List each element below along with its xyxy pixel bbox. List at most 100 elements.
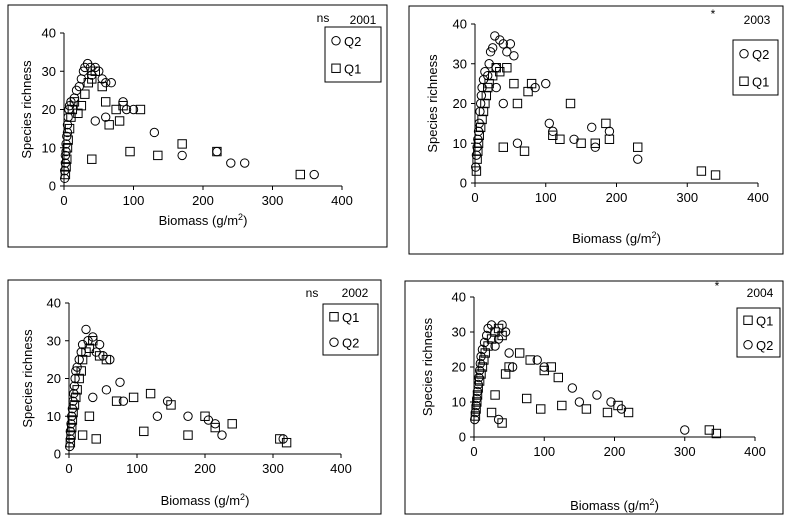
y-tick-label: 10 bbox=[42, 140, 56, 155]
series-q2 bbox=[470, 320, 690, 435]
data-point-q2 bbox=[128, 104, 139, 115]
data-point-q1 bbox=[483, 341, 493, 351]
data-point-q1 bbox=[525, 355, 535, 365]
data-point-q1 bbox=[509, 78, 519, 89]
data-point-q2 bbox=[278, 434, 288, 444]
data-point-q2 bbox=[177, 150, 187, 161]
y-tick-label: 20 bbox=[452, 360, 466, 375]
data-point-q2 bbox=[472, 386, 483, 397]
data-point-q2 bbox=[498, 39, 508, 49]
x-axis-title: Biomass (g/m2) bbox=[572, 230, 661, 246]
data-point-q1 bbox=[710, 170, 721, 180]
legend: Q2 Q1 bbox=[324, 26, 382, 83]
data-point-q2 bbox=[606, 397, 616, 407]
data-point-q2 bbox=[505, 39, 516, 49]
x-tick-label: 200 bbox=[192, 193, 214, 208]
data-point-q1 bbox=[539, 365, 549, 376]
legend-marker bbox=[739, 76, 749, 86]
data-point-q1 bbox=[555, 134, 565, 144]
data-point-q2 bbox=[101, 385, 112, 395]
data-point-q2 bbox=[149, 127, 160, 138]
data-point-q1 bbox=[227, 419, 237, 429]
data-point-q2 bbox=[507, 362, 518, 372]
data-point-q2 bbox=[512, 138, 523, 148]
data-point-q1 bbox=[497, 418, 507, 428]
legend-marker bbox=[331, 36, 341, 46]
x-tick-label: 200 bbox=[606, 190, 628, 205]
data-point-q2 bbox=[240, 158, 250, 168]
data-point-q1 bbox=[118, 100, 128, 111]
data-point-q1 bbox=[183, 430, 193, 440]
data-point-q1 bbox=[590, 138, 600, 148]
legend-marker bbox=[743, 340, 753, 350]
data-point-q2 bbox=[474, 365, 485, 376]
data-point-q2 bbox=[470, 407, 481, 418]
data-point-q1 bbox=[602, 407, 613, 418]
data-point-q2 bbox=[226, 158, 236, 168]
data-point-q1 bbox=[295, 169, 306, 180]
data-point-q1 bbox=[87, 74, 97, 84]
data-point-q2 bbox=[475, 358, 486, 369]
x-tick-label: 100 bbox=[126, 461, 148, 476]
data-point-q2 bbox=[477, 344, 488, 355]
y-tick-label: 10 bbox=[452, 395, 466, 410]
data-point-q2 bbox=[90, 116, 100, 126]
data-point-q2 bbox=[604, 126, 615, 137]
data-point-q1 bbox=[91, 434, 101, 444]
y-tick-label: 40 bbox=[452, 290, 466, 305]
x-axis-title: Biomass (g/m2) bbox=[570, 497, 659, 513]
data-point-q1 bbox=[581, 404, 592, 414]
data-point-q1 bbox=[114, 116, 125, 126]
significance-label: * bbox=[711, 7, 716, 21]
data-point-q1 bbox=[546, 362, 556, 372]
data-point-q1 bbox=[84, 411, 95, 421]
data-point-q1 bbox=[80, 89, 90, 99]
data-point-q2 bbox=[66, 419, 76, 429]
data-point-q2 bbox=[633, 154, 643, 164]
data-point-q1 bbox=[470, 411, 481, 421]
legend-entry: Q1 bbox=[344, 61, 361, 76]
data-point-q2 bbox=[476, 90, 487, 101]
legend: Q2 Q1 bbox=[732, 39, 779, 96]
data-point-q2 bbox=[481, 330, 492, 341]
data-point-q2 bbox=[76, 347, 86, 357]
x-axis-title: Biomass (g/m2) bbox=[161, 492, 250, 508]
data-point-q1 bbox=[128, 392, 139, 403]
y-tick-label: 30 bbox=[452, 325, 466, 340]
data-point-q1 bbox=[704, 425, 715, 435]
data-point-q1 bbox=[512, 98, 523, 109]
data-point-q2 bbox=[118, 396, 129, 406]
data-point-q2 bbox=[88, 332, 98, 342]
data-point-q1 bbox=[135, 104, 146, 115]
data-point-q2 bbox=[106, 78, 116, 88]
data-point-q1 bbox=[471, 166, 482, 176]
x-tick-label: 0 bbox=[65, 461, 72, 476]
legend-box bbox=[732, 39, 779, 96]
data-point-q2 bbox=[487, 43, 498, 53]
data-point-q1 bbox=[87, 154, 97, 164]
series-q1 bbox=[60, 66, 306, 180]
x-tick-label: 300 bbox=[674, 444, 696, 459]
data-point-q1 bbox=[65, 437, 76, 448]
data-point-q1 bbox=[504, 362, 514, 372]
data-point-q1 bbox=[67, 415, 78, 425]
data-point-q2 bbox=[88, 392, 98, 403]
data-point-q2 bbox=[65, 426, 76, 437]
significance-label: ns bbox=[306, 286, 319, 300]
data-point-q1 bbox=[473, 383, 483, 393]
data-point-q1 bbox=[76, 100, 87, 111]
panel-frame bbox=[408, 5, 784, 255]
data-point-q2 bbox=[567, 383, 578, 393]
data-point-q1 bbox=[490, 390, 500, 400]
data-point-q2 bbox=[101, 112, 111, 122]
significance-label: ns bbox=[317, 11, 330, 25]
data-point-q1 bbox=[104, 120, 114, 130]
data-point-q2 bbox=[574, 397, 585, 407]
x-tick-label: 300 bbox=[262, 461, 284, 476]
data-point-q2 bbox=[70, 373, 80, 384]
data-point-q1 bbox=[565, 98, 576, 109]
data-point-q1 bbox=[486, 407, 497, 418]
data-point-q1 bbox=[536, 404, 546, 414]
